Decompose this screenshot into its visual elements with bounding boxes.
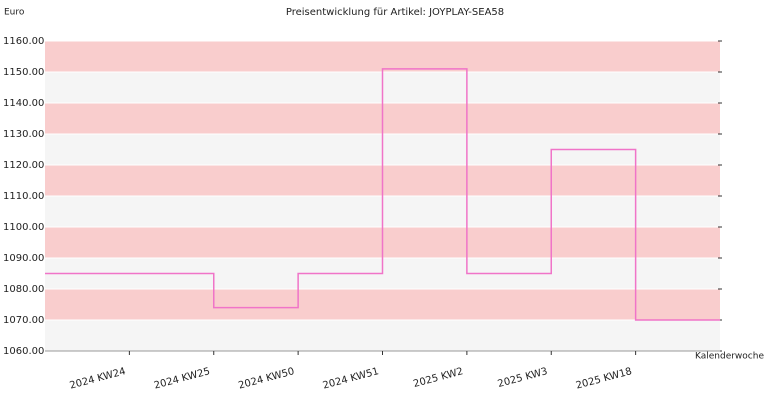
x-tick-label: 2025 KW2 xyxy=(412,366,464,390)
y-axis-label: Euro xyxy=(4,8,25,18)
y-tick-label: 1110.00 xyxy=(3,191,44,202)
y-tick-label: 1080.00 xyxy=(3,284,44,295)
x-axis-label: Kalenderwoche xyxy=(695,352,764,362)
grid-band xyxy=(45,41,720,72)
price-line xyxy=(45,68,720,321)
x-tick-label: 2024 KW51 xyxy=(322,366,380,391)
y-tick-label: 1120.00 xyxy=(3,160,44,171)
y-tick-label: 1160.00 xyxy=(3,36,44,47)
x-tick-label: 2024 KW24 xyxy=(69,366,127,391)
y-tick-label: 1090.00 xyxy=(3,253,44,264)
x-tick-label: 2024 KW25 xyxy=(153,366,211,391)
grid-band xyxy=(45,320,720,351)
y-tick-label: 1060.00 xyxy=(3,346,44,357)
chart-title: Preisentwicklung für Artikel: JOYPLAY-SE… xyxy=(286,7,504,18)
y-tick-label: 1130.00 xyxy=(3,129,44,140)
x-tick-label: 2025 KW3 xyxy=(497,366,549,390)
y-tick-label: 1140.00 xyxy=(3,98,44,109)
y-tick-label: 1150.00 xyxy=(3,67,44,78)
x-tick-label: 2025 KW18 xyxy=(575,366,633,391)
x-tick-label: 2024 KW50 xyxy=(237,366,295,391)
grid-band xyxy=(45,289,720,320)
y-tick-label: 1070.00 xyxy=(3,315,44,326)
y-tick-label: 1100.00 xyxy=(3,222,44,233)
